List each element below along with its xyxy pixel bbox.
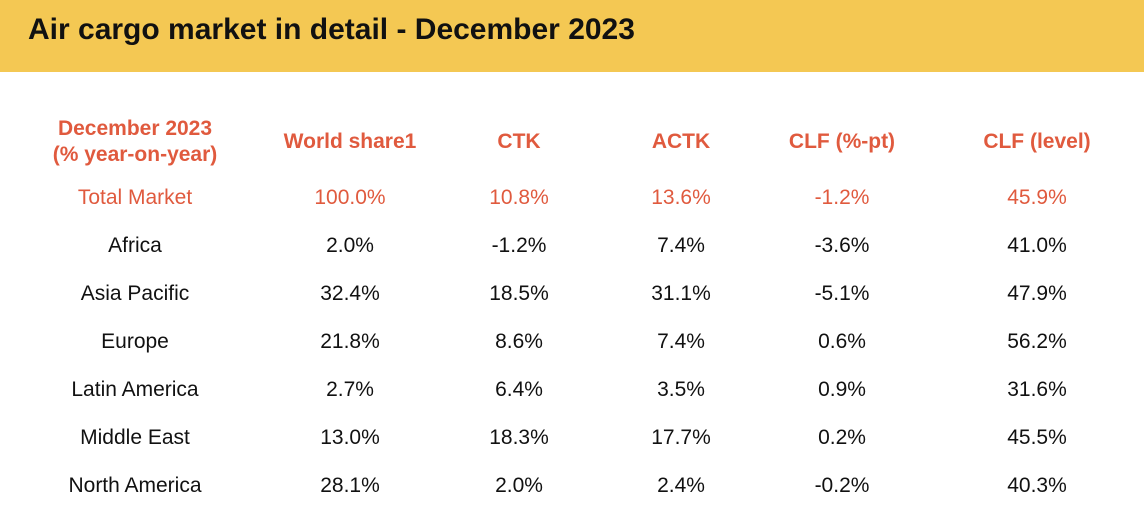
- region-cell: Middle East: [80, 426, 190, 449]
- ctk-cell: 8.6%: [495, 330, 543, 353]
- region-cell: Europe: [101, 330, 169, 353]
- clf-pt-cell: 0.9%: [818, 378, 866, 401]
- header-clf-level: CLF (level): [983, 130, 1091, 153]
- title-banner: Air cargo market in detail - December 20…: [0, 0, 1144, 72]
- clf-level-cell: 45.5%: [1007, 426, 1067, 449]
- header-world-share: World share1: [283, 130, 417, 153]
- clf-level-cell: 45.9%: [1007, 186, 1067, 209]
- clf-level-cell: 56.2%: [1007, 330, 1067, 353]
- region-cell: Asia Pacific: [80, 282, 190, 305]
- region-cell: Total Market: [77, 186, 193, 209]
- header-period-line2: (% year-on-year): [52, 143, 218, 166]
- actk-cell: 13.6%: [651, 186, 711, 209]
- world-share-cell: 13.0%: [320, 426, 380, 449]
- actk-cell: 17.7%: [651, 426, 711, 449]
- table-row-north-america: North America 28.1% 2.0% 2.4% -0.2% 40.3…: [0, 462, 1144, 510]
- actk-cell: 31.1%: [651, 282, 711, 305]
- ctk-cell: 6.4%: [495, 378, 543, 401]
- clf-level-cell: 31.6%: [1007, 378, 1067, 401]
- clf-level-cell: 41.0%: [1007, 234, 1067, 257]
- market-table: December 2023 (% year-on-year) World sha…: [0, 110, 1144, 510]
- actk-cell: 7.4%: [657, 330, 705, 353]
- table-row-latin-america: Latin America 2.7% 6.4% 3.5% 0.9% 31.6%: [0, 366, 1144, 414]
- page-title: Air cargo market in detail - December 20…: [28, 13, 635, 46]
- clf-pt-cell: -1.2%: [814, 186, 870, 209]
- market-table-container: December 2023 (% year-on-year) World sha…: [0, 110, 1144, 510]
- ctk-cell: 18.3%: [489, 426, 549, 449]
- clf-level-cell: 47.9%: [1007, 282, 1067, 305]
- clf-pt-cell: -3.6%: [814, 234, 870, 257]
- clf-pt-cell: 0.6%: [818, 330, 866, 353]
- world-share-cell: 32.4%: [320, 282, 380, 305]
- clf-pt-cell: 0.2%: [818, 426, 866, 449]
- ctk-cell: 10.8%: [489, 186, 549, 209]
- table-row-total-market: Total Market 100.0% 10.8% 13.6% -1.2% 45…: [0, 174, 1144, 222]
- world-share-cell: 2.7%: [326, 378, 374, 401]
- table-row-africa: Africa 2.0% -1.2% 7.4% -3.6% 41.0%: [0, 222, 1144, 270]
- world-share-cell: 2.0%: [326, 234, 374, 257]
- table-header-row: December 2023 (% year-on-year) World sha…: [0, 110, 1144, 174]
- table-row-middle-east: Middle East 13.0% 18.3% 17.7% 0.2% 45.5%: [0, 414, 1144, 462]
- actk-cell: 7.4%: [657, 234, 705, 257]
- world-share-cell: 100.0%: [314, 186, 386, 209]
- region-cell: Africa: [108, 234, 162, 257]
- region-cell: North America: [68, 474, 202, 497]
- world-share-cell: 21.8%: [320, 330, 380, 353]
- header-actk: ACTK: [651, 130, 711, 153]
- header-period-label: December 2023 (% year-on-year): [0, 110, 270, 174]
- region-cell: Latin America: [71, 378, 199, 401]
- ctk-cell: 2.0%: [495, 474, 543, 497]
- clf-pt-cell: -0.2%: [814, 474, 870, 497]
- actk-cell: 2.4%: [657, 474, 705, 497]
- clf-pt-cell: -5.1%: [814, 282, 870, 305]
- header-ctk: CTK: [497, 130, 541, 153]
- header-clf-pt: CLF (%-pt): [788, 130, 896, 153]
- ctk-cell: -1.2%: [491, 234, 547, 257]
- actk-cell: 3.5%: [657, 378, 705, 401]
- world-share-cell: 28.1%: [320, 474, 380, 497]
- header-period-line1: December 2023: [57, 117, 213, 140]
- ctk-cell: 18.5%: [489, 282, 549, 305]
- table-row-asia-pacific: Asia Pacific 32.4% 18.5% 31.1% -5.1% 47.…: [0, 270, 1144, 318]
- clf-level-cell: 40.3%: [1007, 474, 1067, 497]
- table-row-europe: Europe 21.8% 8.6% 7.4% 0.6% 56.2%: [0, 318, 1144, 366]
